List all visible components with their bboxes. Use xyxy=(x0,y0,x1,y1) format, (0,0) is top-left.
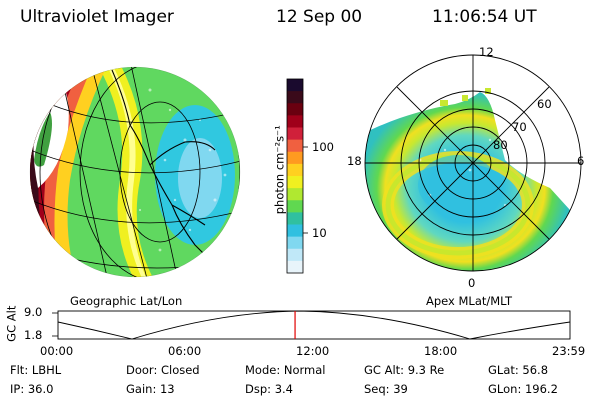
info-dsp: Dsp: 3.4 xyxy=(245,382,293,396)
mlat-label-60: 60 xyxy=(537,97,552,111)
left-panel-caption: Geographic Lat/Lon xyxy=(70,294,183,308)
altitude-plot xyxy=(52,310,571,340)
colorbar-unit-label: photon cm⁻²s⁻¹ xyxy=(272,125,287,215)
colorbar-segment xyxy=(287,79,303,92)
instrument-title: Ultraviolet Imager xyxy=(20,7,174,27)
observation-time: 11:06:54 UT xyxy=(432,7,537,27)
info-door: Door: Closed xyxy=(126,363,200,377)
colorbar-segment xyxy=(287,139,303,153)
colorbar-segment xyxy=(287,163,303,177)
colorbar-segment xyxy=(287,127,303,141)
colorbar-segment xyxy=(287,188,303,201)
mlat-label-70: 70 xyxy=(512,120,527,134)
observation-date: 12 Sep 00 xyxy=(276,7,363,27)
colorbar-segment xyxy=(287,115,303,128)
colorbar-segment xyxy=(287,260,303,274)
colorbar-segment xyxy=(287,200,303,213)
right-panel-caption: Apex MLat/MLT xyxy=(426,294,513,308)
info-mode: Mode: Normal xyxy=(245,363,326,377)
colorbar-segment xyxy=(287,103,303,116)
colorbar xyxy=(286,78,308,274)
info-glon: GLon: 196.2 xyxy=(488,382,558,396)
colorbar-segment xyxy=(287,176,303,189)
colorbar-segment xyxy=(287,151,303,165)
colorbar-tick-100: 100 xyxy=(312,140,334,154)
altitude-axis-label: GC Alt xyxy=(4,305,19,342)
mlt-label-18: 18 xyxy=(347,154,362,168)
mlt-label-0: 0 xyxy=(468,276,476,290)
colorbar-segment xyxy=(287,91,303,104)
altitude-ytick-high: 9.0 xyxy=(24,305,43,319)
geographic-image xyxy=(29,66,241,278)
altitude-ytick-low: 1.8 xyxy=(24,328,43,342)
colorbar-segment xyxy=(287,212,303,225)
info-flt: Flt: LBHL xyxy=(10,363,62,377)
time-tick-2359: 23:59 xyxy=(552,344,586,358)
polar-image xyxy=(364,54,582,272)
time-tick-0600: 06:00 xyxy=(168,344,202,358)
time-tick-0000: 00:00 xyxy=(40,344,74,358)
info-glat: GLat: 56.8 xyxy=(488,363,549,377)
info-gc-alt: GC Alt: 9.3 Re xyxy=(364,363,445,377)
colorbar-segment xyxy=(287,224,303,238)
mlat-label-80: 80 xyxy=(493,138,508,152)
mlt-label-12: 12 xyxy=(479,45,494,59)
info-gain: Gain: 13 xyxy=(126,382,175,396)
info-seq: Seq: 39 xyxy=(364,382,408,396)
time-tick-1800: 18:00 xyxy=(424,344,458,358)
mlt-label-6: 6 xyxy=(577,154,585,168)
colorbar-segment xyxy=(287,236,303,250)
colorbar-tick-10: 10 xyxy=(312,226,327,240)
colorbar-segment xyxy=(287,248,303,262)
time-tick-1200: 12:00 xyxy=(296,344,330,358)
info-ip: IP: 36.0 xyxy=(10,382,54,396)
